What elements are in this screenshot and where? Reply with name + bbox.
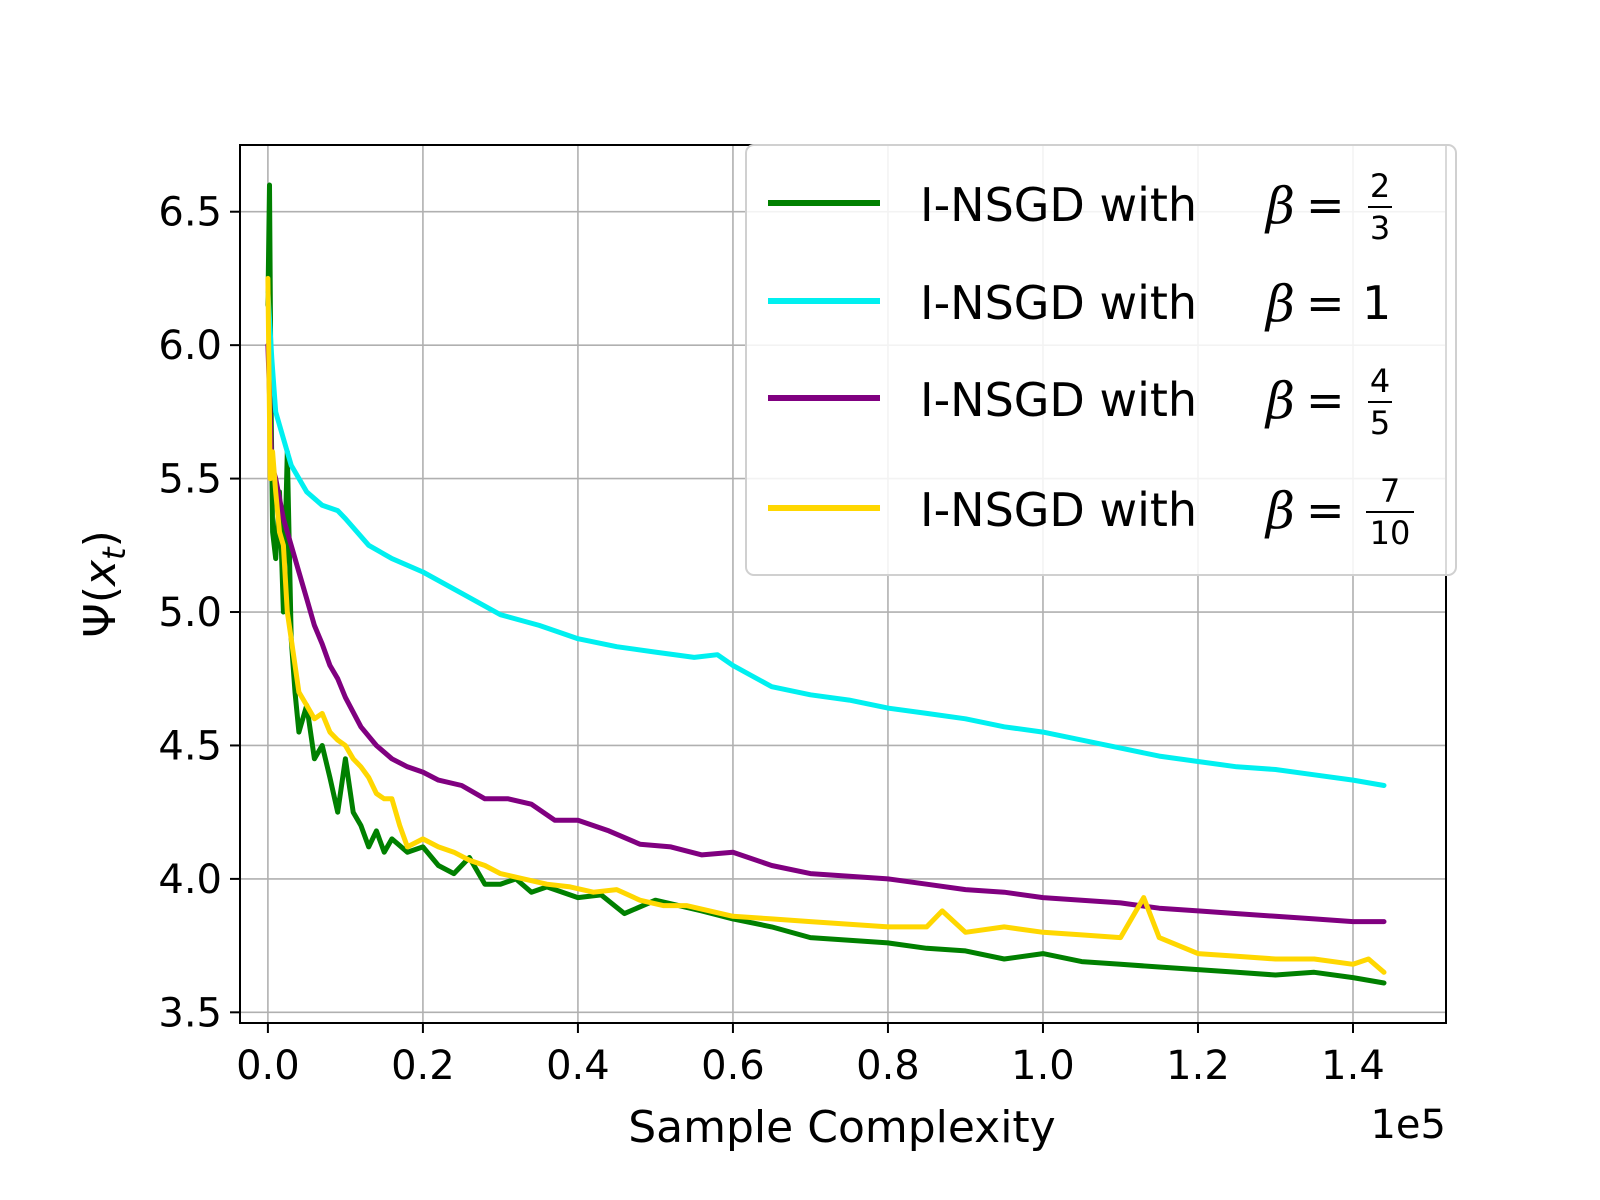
y-tick-label: 5.5 <box>158 457 222 503</box>
x-axis-ticks: 0.0 0.2 0.4 0.6 0.8 1.0 1.2 1.4 <box>236 1023 1385 1089</box>
legend-entry-0: I-NSGD with β = 2 3 <box>768 167 1392 247</box>
x-tick-label: 0.8 <box>856 1043 920 1089</box>
y-tick-label: 3.5 <box>158 990 222 1036</box>
x-axis-offset-text: 1e5 <box>1370 1102 1446 1148</box>
y-tick-label: 4.5 <box>158 723 222 769</box>
x-tick-label: 0.6 <box>701 1043 765 1089</box>
legend-beta-denominator: 5 <box>1370 404 1390 442</box>
legend-label: I-NSGD with <box>920 373 1197 427</box>
legend-entry-3: I-NSGD with β = 7 10 <box>768 472 1414 552</box>
legend-beta-denominator: 3 <box>1370 209 1390 247</box>
x-tick-label: 0.0 <box>236 1043 300 1089</box>
series-lines <box>265 182 1387 986</box>
y-tick-label: 4.0 <box>158 857 222 903</box>
legend-beta-numerator: 7 <box>1380 472 1400 510</box>
legend: I-NSGD with β = 23I-NSGD with β = 1I-NSGD wi… <box>745 144 1457 576</box>
y-tick-label: 6.5 <box>158 190 222 236</box>
y-axis-label-psi: Ψ( <box>75 586 126 638</box>
legend-equals: = <box>1306 373 1345 427</box>
legend-equals: = <box>1306 483 1345 537</box>
y-tick-label: 5.0 <box>158 590 222 636</box>
legend-label: I-NSGD with <box>920 483 1197 537</box>
series-line-2 <box>265 342 1387 925</box>
legend-beta-symbol: β <box>1264 275 1295 333</box>
legend-beta-symbol: β <box>1264 482 1295 540</box>
x-tick-label: 0.2 <box>391 1043 455 1089</box>
y-axis-label-close: ) <box>75 530 126 547</box>
series-line-0 <box>265 182 1387 986</box>
legend-label: I-NSGD with <box>920 178 1197 232</box>
legend-beta-denominator: 10 <box>1370 514 1411 552</box>
x-tick-label: 1.0 <box>1011 1043 1075 1089</box>
legend-frame <box>745 144 1457 576</box>
svg-text:Ψ(xt): Ψ(xt) <box>75 530 133 638</box>
legend-beta-numerator: 4 <box>1370 362 1390 400</box>
y-axis-ticks: 3.5 4.0 4.5 5.0 5.5 6.0 6.5 <box>158 190 240 1036</box>
x-tick-label: 1.2 <box>1166 1043 1230 1089</box>
legend-beta-numerator: 2 <box>1370 167 1390 205</box>
legend-equals: = <box>1306 178 1345 232</box>
legend-entry-1: I-NSGD with β = 1 <box>768 275 1391 333</box>
legend-beta-value: 1 <box>1362 276 1391 330</box>
series-line-1 <box>265 289 1387 788</box>
legend-beta-symbol: β <box>1264 372 1295 430</box>
series-line-3 <box>265 275 1387 975</box>
x-axis-label: Sample Complexity <box>628 1102 1055 1153</box>
y-axis-label-t: t <box>95 546 133 560</box>
y-axis-label-x: x <box>75 559 126 588</box>
x-tick-label: 0.4 <box>546 1043 610 1089</box>
legend-beta-symbol: β <box>1264 177 1295 235</box>
legend-label: I-NSGD with <box>920 276 1197 330</box>
x-tick-label: 1.4 <box>1321 1043 1385 1089</box>
legend-entry-2: I-NSGD with β = 4 5 <box>768 362 1392 442</box>
legend-equals: = <box>1306 276 1345 330</box>
y-tick-label: 6.0 <box>158 323 222 369</box>
y-axis-label: Ψ(xt) <box>75 530 133 638</box>
